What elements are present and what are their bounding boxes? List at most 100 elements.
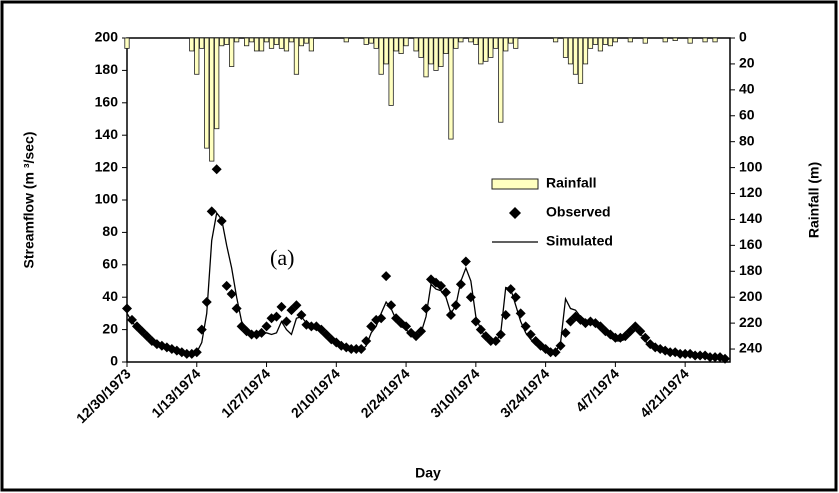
y-tick-label: 180 <box>95 61 119 77</box>
rainfall-bar <box>607 37 613 47</box>
rainfall-bar <box>672 37 678 41</box>
rainfall-bar <box>383 37 389 65</box>
rainfall-bar <box>712 37 718 43</box>
rainfall-bar <box>283 37 290 52</box>
rainfall-bar <box>368 37 374 44</box>
rainfall-bar <box>473 37 479 45</box>
y2-tick-label: 80 <box>739 132 755 148</box>
rainfall-bar <box>209 37 215 162</box>
rainfall-bar <box>363 37 369 45</box>
observed-point <box>435 280 446 291</box>
observed-point <box>276 301 287 312</box>
rainfall-bar <box>199 37 205 49</box>
rainfall-bar <box>248 37 255 43</box>
legend-swatch <box>509 207 521 219</box>
rainfall-bar <box>189 37 195 52</box>
rainfall-bar <box>627 37 633 43</box>
legend-label: Observed <box>546 204 611 220</box>
observed-point <box>221 280 232 291</box>
observed-point <box>271 311 282 322</box>
rainfall-bar <box>244 37 250 47</box>
y-tick-label: 20 <box>102 320 118 336</box>
annotation: (a) <box>270 245 294 270</box>
rainfall-bar <box>273 37 280 45</box>
rainfall-bar <box>219 37 225 47</box>
rainfall-bar <box>642 37 648 44</box>
observed-point <box>510 292 521 303</box>
rainfall-bar <box>124 37 130 49</box>
rainfall-bar <box>224 37 230 45</box>
rainfall-bar <box>343 37 349 43</box>
y-tick-label: 100 <box>95 191 119 207</box>
y2-axis-title: Rainfall (m) <box>806 162 822 238</box>
rainfall-bar <box>229 37 235 67</box>
rainfall-bar <box>498 37 504 123</box>
y-tick-label: 40 <box>102 288 118 304</box>
observed-point <box>122 303 132 314</box>
rainfall-bar <box>552 37 559 43</box>
rainfall-bar <box>577 37 584 84</box>
observed-point <box>386 300 397 311</box>
rainfall-bar <box>488 37 494 58</box>
rainfall-bar <box>288 37 295 43</box>
rainfall-bar <box>418 37 424 58</box>
observed-point <box>261 321 272 332</box>
observed-point <box>296 310 307 321</box>
rainfall-bar <box>263 37 270 43</box>
x-tick-label: 3/10/1974 <box>427 365 483 421</box>
rainfall-bar <box>567 37 574 65</box>
rainfall-bar <box>378 37 384 75</box>
rainfall-bar <box>268 37 275 49</box>
rainfall-bar <box>602 37 609 45</box>
observed-point <box>291 300 302 311</box>
rainfall-bar <box>503 37 509 52</box>
rainfall-bar <box>438 37 444 67</box>
y2-tick-label: 40 <box>739 81 755 97</box>
rainfall-bar <box>483 37 489 62</box>
y-axis-title: Streamflow (m ³/sec) <box>21 132 37 269</box>
rainfall-bar <box>194 37 200 75</box>
x-tick-label: 12/30/1973 <box>73 365 134 426</box>
observed-point <box>206 206 217 217</box>
y2-tick-label: 180 <box>739 262 763 278</box>
observed-point <box>201 297 212 308</box>
observed-point <box>356 344 367 355</box>
rainfall-bar <box>468 37 474 43</box>
observed-point <box>515 308 526 319</box>
rainfall-bar <box>612 37 618 43</box>
rainfall-bar <box>423 37 429 78</box>
rainfall-bar <box>298 37 305 47</box>
rainfall-bar <box>587 37 594 49</box>
x-tick-label: 4/21/1974 <box>637 365 693 421</box>
y2-tick-label: 0 <box>739 29 747 45</box>
x-tick-label: 3/24/1974 <box>497 365 553 421</box>
rainfall-bar <box>662 37 668 43</box>
x-tick-label: 1/27/1974 <box>218 365 274 421</box>
y2-tick-label: 100 <box>739 158 763 174</box>
rainfall-bar <box>572 37 579 75</box>
rainfall-bar <box>214 37 220 130</box>
rainfall-bar <box>433 37 439 71</box>
observed-point <box>196 324 207 335</box>
rainfall-bar <box>597 37 604 52</box>
rainfall-bar <box>398 37 404 54</box>
x-axis-title: Day <box>415 465 441 481</box>
rainfall-bar <box>428 37 434 65</box>
observed-point <box>381 271 392 282</box>
rainfall-bar <box>448 37 454 140</box>
simulated-line <box>126 211 726 360</box>
rainfall-bar <box>373 37 379 49</box>
y2-tick-label: 140 <box>739 210 763 226</box>
rainfall-bar <box>453 37 459 49</box>
y-tick-label: 140 <box>95 126 119 142</box>
observed-point <box>640 332 651 343</box>
observed-point <box>455 279 466 290</box>
rainfall-bar <box>582 37 589 65</box>
observed-point <box>401 321 412 332</box>
rainfall-bar <box>513 37 519 49</box>
rainfall-bar <box>702 37 708 43</box>
y-tick-label: 200 <box>95 29 119 45</box>
observed-point <box>445 310 456 321</box>
legend-swatch <box>491 178 539 190</box>
